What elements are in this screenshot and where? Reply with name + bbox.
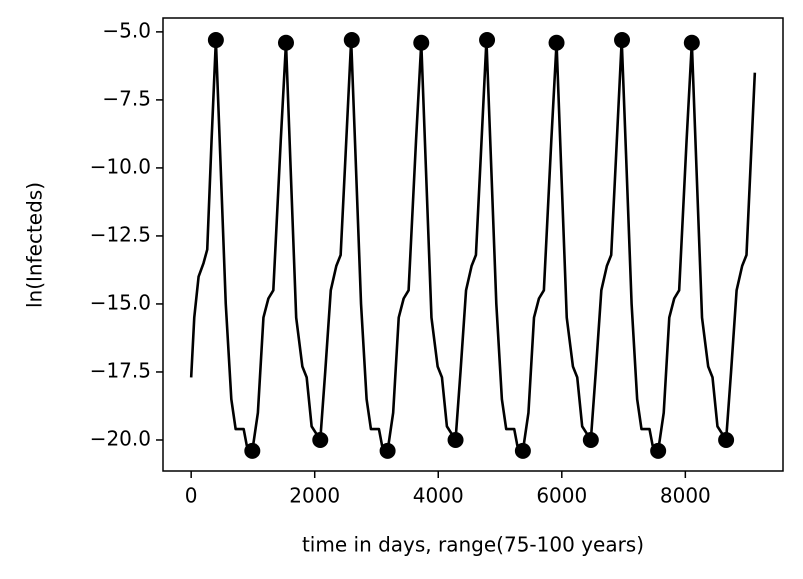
- marker: [548, 34, 565, 51]
- y-tick-label: −7.5: [102, 86, 151, 110]
- marker: [312, 431, 329, 448]
- marker: [650, 442, 667, 459]
- y-tick-label: −17.5: [90, 358, 151, 382]
- y-axis-label: ln(Infecteds): [23, 182, 47, 308]
- y-tick-label: −15.0: [90, 290, 151, 314]
- plot-frame: [162, 17, 784, 472]
- marker: [683, 34, 700, 51]
- marker: [582, 431, 599, 448]
- x-tick-label: 0: [185, 484, 198, 508]
- marker: [379, 442, 396, 459]
- marker: [479, 32, 496, 49]
- x-tick-label: 8000: [660, 484, 711, 508]
- marker: [614, 32, 631, 49]
- y-tick-label: −5.0: [102, 18, 151, 42]
- x-tick-label: 2000: [289, 484, 340, 508]
- x-tick-label: 6000: [536, 484, 587, 508]
- marker: [277, 34, 294, 51]
- marker: [514, 442, 531, 459]
- marker: [343, 32, 360, 49]
- marker: [718, 431, 735, 448]
- x-tick-label: 4000: [413, 484, 464, 508]
- marker: [244, 442, 261, 459]
- marker: [207, 32, 224, 49]
- y-tick-label: −20.0: [90, 426, 151, 450]
- marker: [447, 431, 464, 448]
- y-tick-label: −10.0: [90, 154, 151, 178]
- marker: [413, 34, 430, 51]
- x-axis-label: time in days, range(75-100 years): [302, 533, 644, 557]
- y-tick-label: −12.5: [90, 222, 151, 246]
